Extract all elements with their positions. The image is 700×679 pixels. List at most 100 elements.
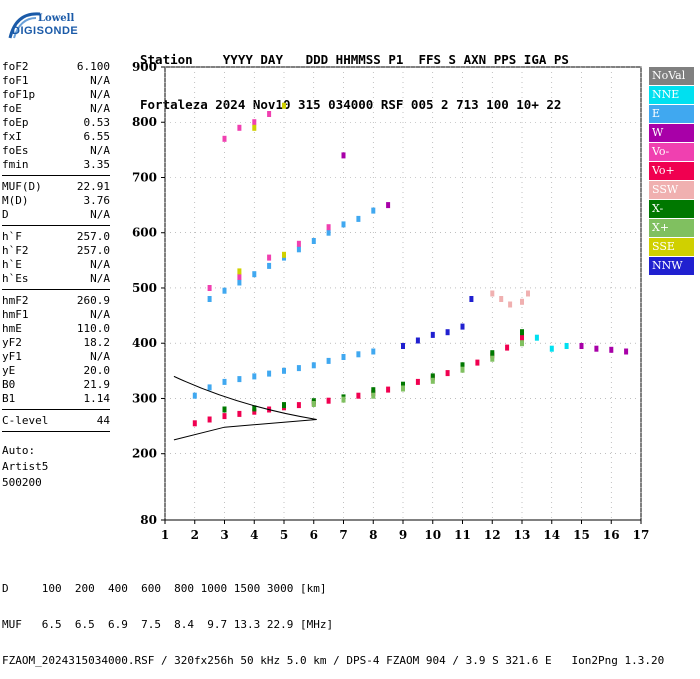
y-tick-label: 300 <box>132 391 157 405</box>
x-tick-label: 3 <box>220 528 228 542</box>
param-name: fxI <box>2 130 22 143</box>
param-value: 3.76 <box>83 194 111 207</box>
data-point-vo <box>192 420 197 427</box>
x-tick-label: 4 <box>250 528 258 542</box>
legend-item-vo: Vo- <box>649 143 694 161</box>
legend-item-x: X+ <box>649 219 694 237</box>
x-tick-label: 1 <box>161 528 169 542</box>
data-point-vo <box>505 344 510 351</box>
legend-item-nne: NNE <box>649 86 694 104</box>
data-point-vo <box>356 392 361 399</box>
param-name: h`E <box>2 258 22 271</box>
data-point-x <box>282 402 286 409</box>
data-point-sse <box>252 124 257 131</box>
data-point-vo <box>267 111 272 117</box>
param-value: N/A <box>90 258 110 271</box>
data-point-e <box>371 348 376 355</box>
data-point-vo <box>520 334 524 341</box>
data-point-w <box>624 348 629 355</box>
param-separator <box>2 289 110 290</box>
data-point-vo <box>475 359 480 366</box>
param-value: N/A <box>90 272 110 285</box>
data-point-x <box>401 381 405 388</box>
data-point-x <box>371 392 376 399</box>
data-point-vo <box>296 240 301 247</box>
data-point-x <box>341 396 346 403</box>
param-value: 20.0 <box>83 364 111 377</box>
data-point-ssw <box>520 298 524 305</box>
data-point-x <box>371 387 376 394</box>
y-tick-label: 80 <box>140 513 157 527</box>
param-value: 110.0 <box>76 322 110 335</box>
legend-item-nnw: NNW <box>649 257 694 275</box>
header-values: Fortaleza 2024 Nov10 315 034000 RSF 005 … <box>140 97 562 112</box>
data-point-x <box>520 340 524 347</box>
autoscaling-text: Artist5 <box>2 460 49 473</box>
ionogram-chart: 1 2 3 4 5 6 7 8 9 10 11 12 13 14 15 16 17802003004005006… <box>132 60 650 542</box>
param-name: foEs <box>2 144 29 157</box>
data-point-vo <box>237 124 242 131</box>
param-row-yf2: yF2 18.2 <box>2 336 110 350</box>
data-point-vo <box>222 135 227 142</box>
data-point-e <box>267 370 272 377</box>
footer: D 100 200 400 600 800 1000 1500 3000 [km… <box>2 559 664 679</box>
data-point-e <box>356 351 361 358</box>
station-header: Station YYYY DAY DDD HHMMSS P1 FFS S AXN… <box>140 22 569 127</box>
data-point-x <box>490 355 495 362</box>
data-point-ssw <box>499 296 504 302</box>
param-row-fmin: fmin 3.35 <box>2 158 110 172</box>
data-point-e <box>311 238 316 244</box>
param-value: 3.35 <box>83 158 111 171</box>
legend-item-noval: NoVal <box>649 67 694 85</box>
param-name: MUF(D) <box>2 180 42 193</box>
param-name: hmF1 <box>2 308 29 321</box>
legend-item-e: E <box>649 105 694 123</box>
data-point-x <box>401 385 405 392</box>
param-row-fof2: foF2 6.100 <box>2 60 110 74</box>
data-point-nne <box>549 345 554 352</box>
data-point-vo <box>326 397 331 404</box>
param-name: foF1p <box>2 88 36 101</box>
logo-text-lowell: Lowell <box>38 13 75 24</box>
param-row-d: D N/A <box>2 208 110 222</box>
data-point-e <box>252 373 257 380</box>
param-name: foE <box>2 102 22 115</box>
data-point-w <box>609 346 614 353</box>
legend-item-sse: SSE <box>649 238 694 256</box>
param-value: 21.9 <box>83 378 111 391</box>
data-point-vo <box>237 273 242 280</box>
x-tick-label: 13 <box>514 528 531 542</box>
param-name: fmin <box>2 158 29 171</box>
param-row-fof1: foF1 N/A <box>2 74 110 88</box>
x-tick-label: 17 <box>633 528 650 542</box>
data-point-nnw <box>415 337 420 344</box>
param-row-hf: h`F 257.0 <box>2 230 110 244</box>
param-value: 257.0 <box>76 230 110 243</box>
data-point-x <box>222 406 227 413</box>
data-point-e <box>356 215 361 222</box>
data-point-vo <box>207 416 212 423</box>
data-point-nnw <box>469 296 474 302</box>
param-name: h`Es <box>2 272 29 285</box>
x-tick-label: 7 <box>339 528 347 542</box>
param-row-hmf2: hmF2 260.9 <box>2 294 110 308</box>
digisonde-logo <box>8 12 41 39</box>
data-point-nne <box>564 343 569 349</box>
data-point-ssw <box>508 301 513 308</box>
param-value: 44 <box>96 414 110 427</box>
param-value: N/A <box>90 74 110 87</box>
param-name: yE <box>2 364 16 377</box>
param-row-fof1p: foF1p N/A <box>2 88 110 102</box>
param-name: yF2 <box>2 336 22 349</box>
x-tick-label: 16 <box>603 528 620 542</box>
param-value: 1.14 <box>83 392 111 405</box>
data-point-vo <box>252 408 257 415</box>
data-point-ssw <box>490 290 495 297</box>
y-tick-label: 200 <box>132 447 157 461</box>
legend-item-ssw: SSW <box>649 181 694 199</box>
legend-item-vo: Vo+ <box>649 162 694 180</box>
data-point-e <box>237 279 242 286</box>
profile-curve <box>173 375 317 441</box>
param-row-b0: B0 21.9 <box>2 378 110 392</box>
param-row-he: h`E N/A <box>2 258 110 272</box>
